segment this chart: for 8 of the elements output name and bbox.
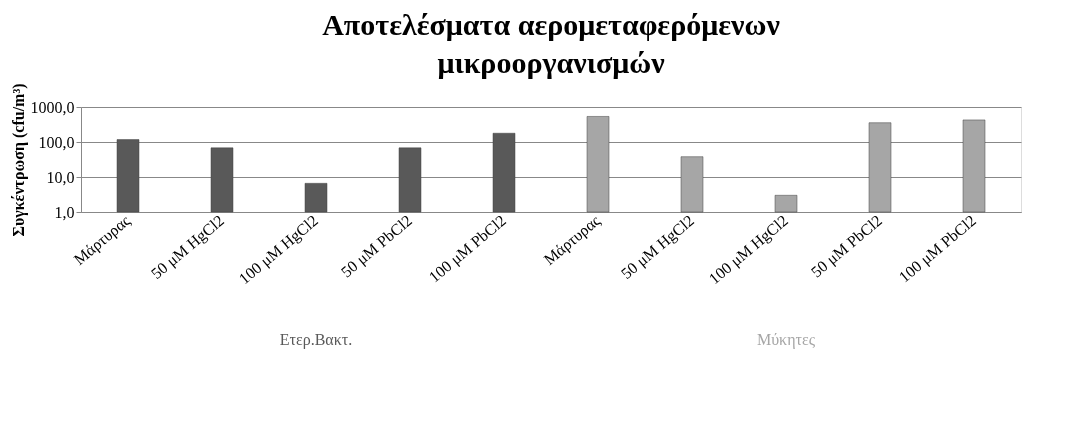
y-axis-title: Συγκέντρωση (cfu/m³) — [9, 83, 28, 237]
y-tick-label: 1000,0 — [30, 98, 75, 116]
chart-title: Αποτελέσματα αερομεταφερόμενων μικροοργανισμών — [322, 7, 781, 79]
text: Ετερ.Βακτ. — [279, 331, 353, 349]
y-tick-label: 10,0 — [46, 168, 75, 186]
text: Μύκητες — [756, 331, 816, 349]
y-tick-label: 100,0 — [38, 133, 75, 151]
y-tick-label: 1,0 — [54, 203, 75, 221]
